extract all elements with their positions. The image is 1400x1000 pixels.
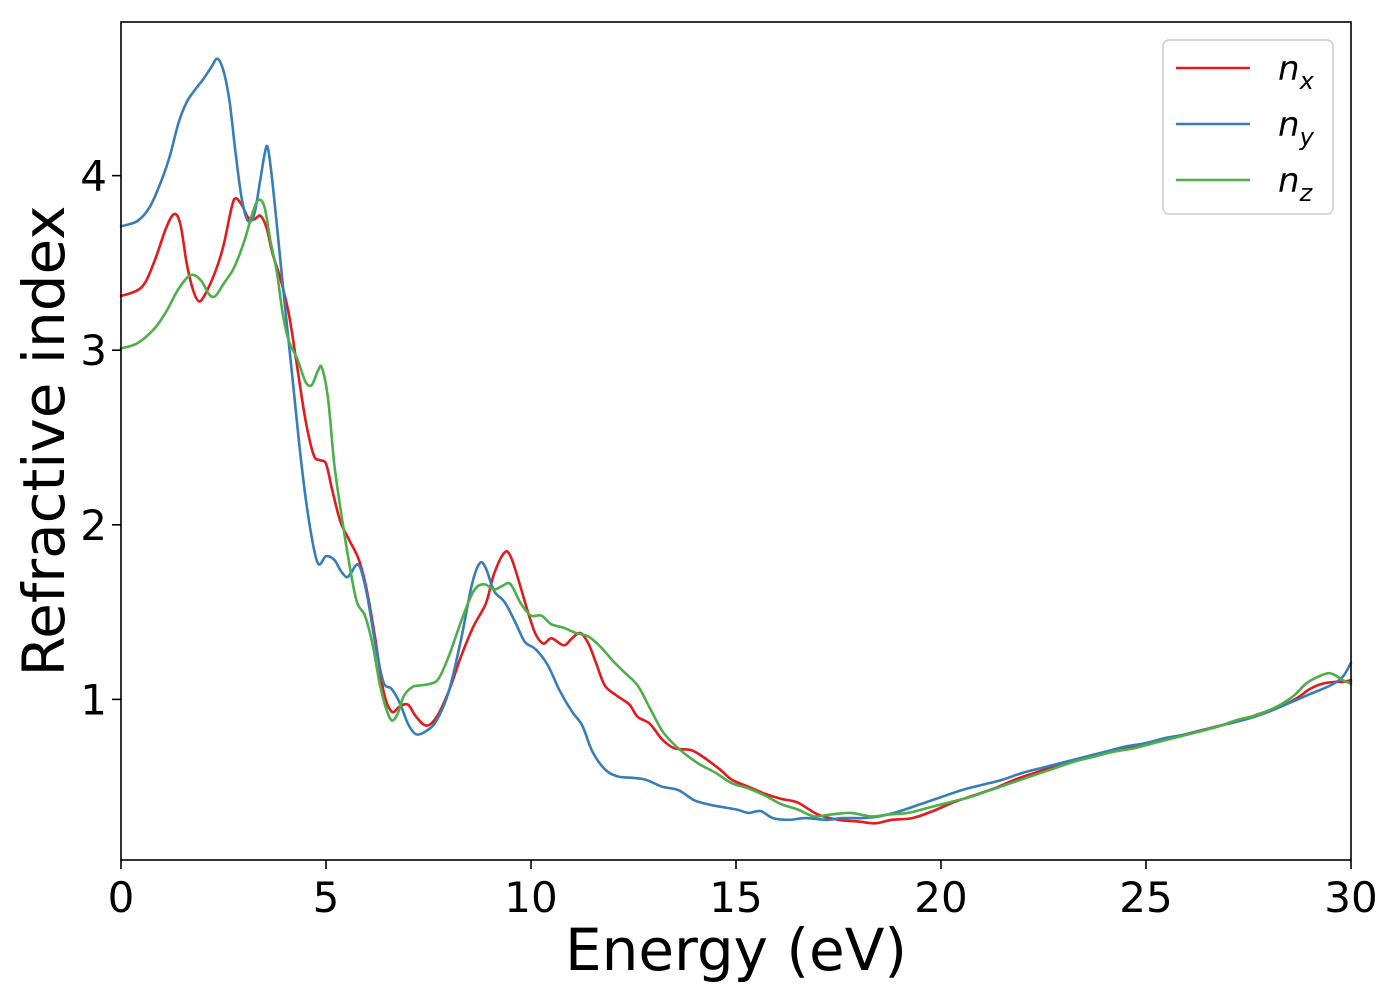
legend-label-y: ny	[1278, 105, 1315, 151]
y-tick-label: 4	[80, 152, 107, 201]
y-tick-label: 3	[80, 326, 107, 375]
y-tick-label: 1	[80, 675, 107, 724]
y-axis-ticks: 1 2 3 4	[80, 152, 121, 724]
y-axis-title: Refractive index	[10, 205, 78, 676]
x-tick-label: 25	[1119, 873, 1172, 922]
x-tick-label: 10	[504, 873, 557, 922]
plot-background	[121, 22, 1351, 860]
x-tick-label: 20	[914, 873, 967, 922]
series-layer	[119, 57, 1353, 825]
x-tick-label: 0	[108, 873, 135, 922]
series-line-z	[119, 198, 1353, 818]
x-tick-label: 15	[709, 873, 762, 922]
legend-label-z: nz	[1278, 161, 1314, 207]
x-axis-ticks: 0 5 10 15 20 25 30	[108, 860, 1378, 922]
legend-frame	[1162, 39, 1334, 215]
y-tick-label: 2	[80, 501, 107, 550]
x-tick-label: 5	[313, 873, 340, 922]
legend-label-x: nx	[1278, 49, 1315, 95]
x-axis-title: Energy (eV)	[565, 916, 907, 984]
x-tick-label: 30	[1324, 873, 1377, 922]
legend: nx ny nz	[1162, 39, 1334, 215]
